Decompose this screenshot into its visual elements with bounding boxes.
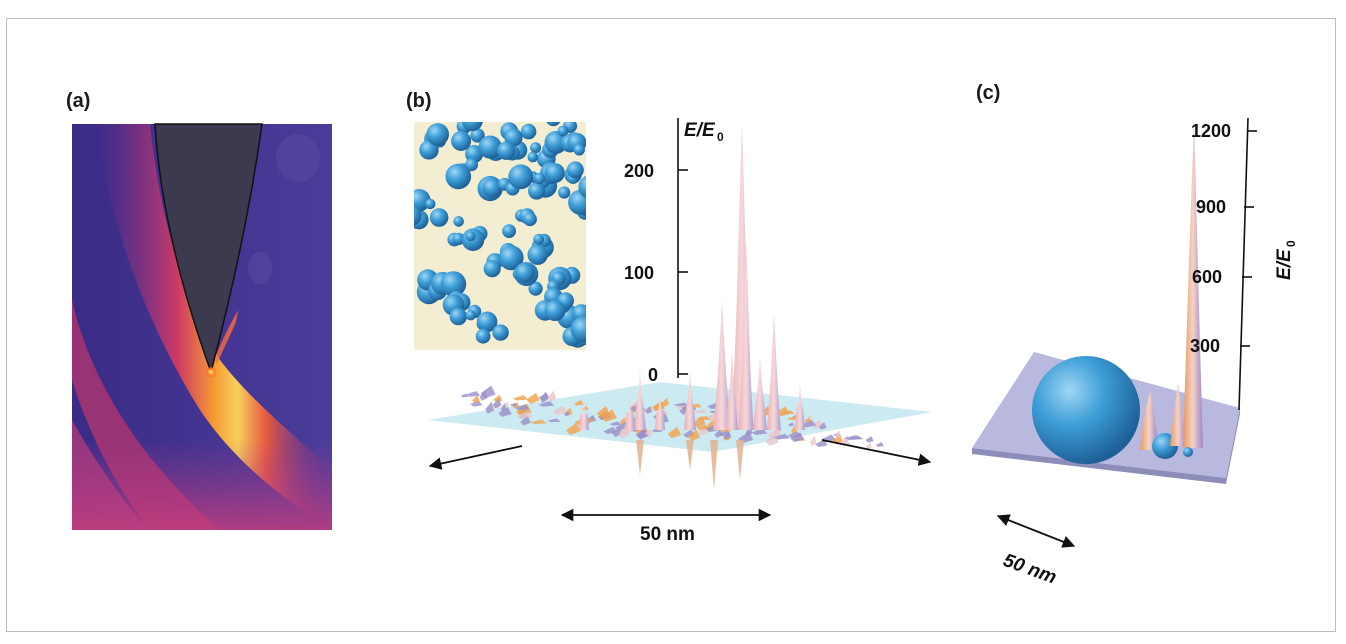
panel-c-small-sphere <box>1183 447 1193 457</box>
panel-c-surface <box>972 118 1240 484</box>
panel-c-tick-900: 900 <box>1196 197 1226 217</box>
panel-b-axis-title: E/E <box>684 120 716 141</box>
panel-c-axis-subscript: 0 <box>1284 240 1298 247</box>
panel-b-tick-100: 100 <box>624 263 654 283</box>
panel-b-label: (b) <box>406 90 432 112</box>
panel-c-double-arrow-icon <box>996 514 1076 548</box>
panel-b-tick-0: 0 <box>648 365 658 385</box>
panel-c-main-peak <box>1183 118 1203 448</box>
panel-b-axis-subscript: 0 <box>717 130 724 144</box>
panel-b-axis-arrows <box>428 439 932 470</box>
panel-b-plane <box>428 382 932 452</box>
panel-b-scale-label: 50 nm <box>640 524 695 545</box>
nanoparticle-cluster-icon <box>414 122 586 350</box>
panel-c-tick-300: 300 <box>1190 336 1220 356</box>
panel-c-tick-1200: 1200 <box>1191 121 1231 141</box>
panel-b-y-axis: 200 100 0 E/E 0 <box>624 118 724 385</box>
panel-c-axis-title: E/E <box>1274 248 1295 280</box>
panel-c-scale-label: 50 nm <box>1000 550 1059 589</box>
panel-c-label: (c) <box>976 82 1001 104</box>
panel-b-tick-200: 200 <box>624 161 654 181</box>
panel-c-y-axis: 1200 900 600 300 E/E 0 <box>1190 117 1298 411</box>
panel-c-tick-600: 600 <box>1192 267 1222 287</box>
panel-b-surface <box>428 125 932 490</box>
panel-a-heatmap <box>72 124 332 530</box>
figure-frame <box>6 18 1336 632</box>
afm-tip-icon <box>154 123 263 378</box>
panel-c-large-sphere <box>1032 356 1140 464</box>
panel-a-label: (a) <box>66 90 91 112</box>
